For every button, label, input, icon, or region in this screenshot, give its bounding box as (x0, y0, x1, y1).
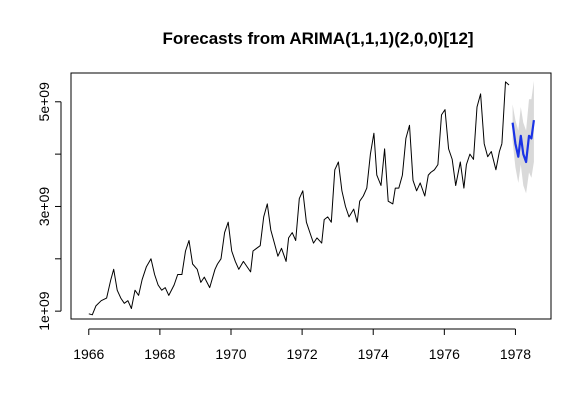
x-tick-label-1976: 1976 (429, 346, 460, 362)
x-tick-label-1974: 1974 (358, 346, 389, 362)
x-tick-label-1972: 1972 (287, 346, 318, 362)
prediction-interval-band (512, 80, 534, 194)
plot-frame (70, 72, 552, 320)
y-axis: 1e+09 3e+09 5e+09 (36, 82, 62, 331)
chart-title: Forecasts from ARIMA(1,1,1)(2,0,0)[12] (162, 29, 473, 48)
y-tick-label-5e+09: 5e+09 (36, 82, 52, 122)
x-tick-label-1970: 1970 (215, 346, 246, 362)
x-tick-label-1968: 1968 (144, 346, 175, 362)
observed-line-1 (501, 81, 510, 144)
y-tick-label-3e+09: 3e+09 (36, 187, 52, 227)
x-axis: 1966 1968 1970 1972 1974 1976 1978 (73, 328, 531, 362)
x-tick-label-1978: 1978 (500, 346, 531, 362)
x-tick-label-1966: 1966 (73, 346, 104, 362)
y-tick-label-1e+09: 1e+09 (36, 291, 52, 331)
series-layer (88, 81, 535, 316)
prediction-interval-layer (512, 80, 534, 194)
observed-line-0 (88, 93, 503, 316)
forecast-line (511, 119, 535, 164)
